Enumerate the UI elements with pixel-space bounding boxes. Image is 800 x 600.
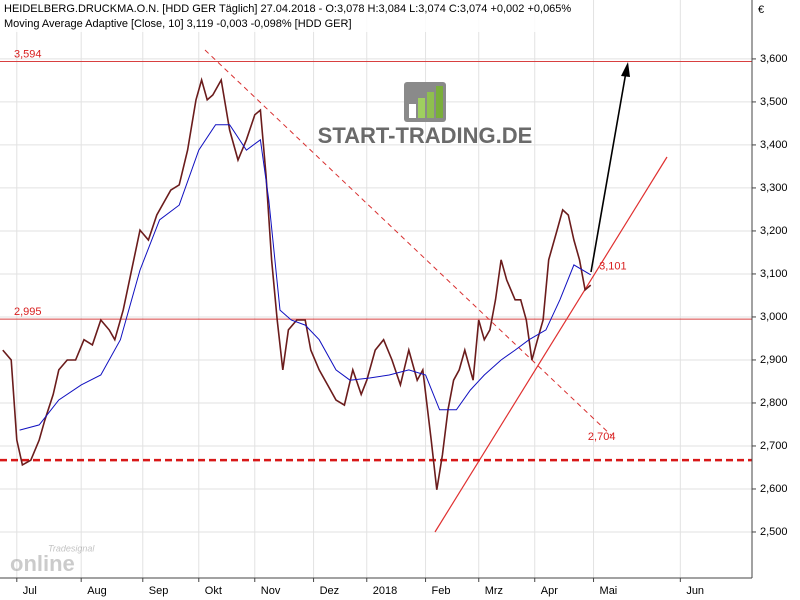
level-label: 2,995 [14,306,42,318]
annotation: 2,704 [588,431,616,443]
x-tick-label: Okt [205,585,222,597]
x-tick-label: Apr [541,585,558,597]
logo-text: START-TRADING.DE [318,123,533,148]
y-tick-label: 2,700 [760,440,788,452]
series-line [19,124,591,431]
x-tick-label: Dez [320,585,340,597]
level-label: 3,594 [14,48,42,60]
header: HEIDELBERG.DRUCKMA.O.N. [HDD GER Täglich… [4,3,571,15]
arrow-line [590,71,627,273]
annotation: 3,101 [599,260,627,272]
logo-icon [427,92,434,118]
downtrend-line [204,49,613,437]
logo-icon [436,86,443,118]
brand-main: online [10,551,75,576]
uptrend-line [434,156,668,533]
grid [0,0,752,578]
y-tick-label: 3,000 [760,311,788,323]
plot: 3,594 2,995 2,704 3,101 [0,48,752,490]
series-line [2,77,592,490]
y-tick-label: 3,500 [760,96,788,108]
x-tick-label: Jul [23,585,37,597]
arrow-head [621,62,630,77]
ma-header: Moving Average Adaptive [Close, 10] 3,11… [4,18,352,30]
x-tick-label: Mai [600,585,618,597]
y-tick-label: 3,200 [760,225,788,237]
header-bg [0,0,590,32]
y-tick-label: 3,100 [760,268,788,280]
x-tick-label: Nov [261,585,281,597]
brand-small: Tradesignal [48,543,95,553]
y-tick-label: 2,600 [760,483,788,495]
y-tick-label: 3,300 [760,182,788,194]
x-tick-label: Sep [149,585,169,597]
currency: € [758,4,764,16]
logo-icon [418,98,425,118]
x-tick-label: Mrz [485,585,503,597]
y-tick-label: 2,900 [760,354,788,366]
x-tick-label: Aug [87,585,107,597]
y-tick-label: 2,800 [760,397,788,409]
y-tick-label: 3,600 [760,53,788,65]
logo-icon [409,104,416,118]
x-tick-label: 2018 [373,585,397,597]
y-tick-label: 3,400 [760,139,788,151]
brand: Tradesignal online [10,543,95,575]
logo: START-TRADING.DE [318,82,533,148]
x-tick-label: Feb [432,585,451,597]
y-tick-label: 2,500 [760,526,788,538]
x-tick-label: Jun [686,585,704,597]
